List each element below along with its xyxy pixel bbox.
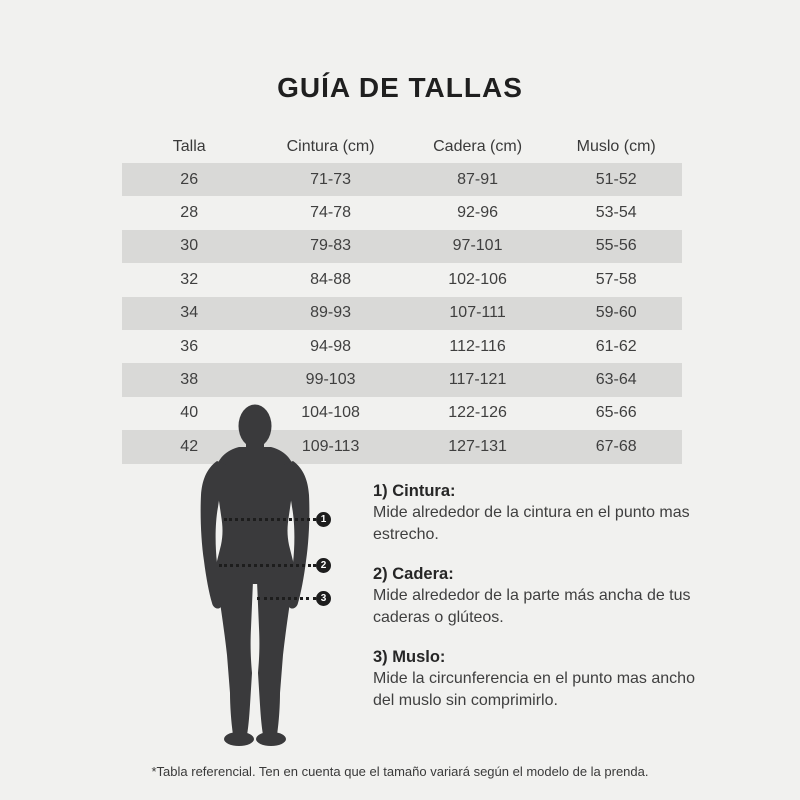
cell-cintura: 104-108 xyxy=(301,404,360,422)
cell-talla: 36 xyxy=(180,337,199,355)
cell-muslo: 59-60 xyxy=(595,304,637,322)
size-table: Talla Cintura (cm) Cadera (cm) Muslo (cm… xyxy=(122,130,682,464)
cell-cintura: 74-78 xyxy=(310,204,352,222)
instruction-heading: 1) Cintura: xyxy=(373,482,456,500)
table-header-row: Talla Cintura (cm) Cadera (cm) Muslo (cm… xyxy=(122,130,682,163)
table-row: 42 109-113 127-131 67-68 xyxy=(122,430,682,464)
table-row: 32 84-88 102-106 57-58 xyxy=(122,263,682,296)
instruction-cintura: 1) Cintura: Mide alrededor de la cintura… xyxy=(373,480,707,546)
silhouette-right-leg xyxy=(257,581,293,735)
table-row: 30 79-83 97-101 55-56 xyxy=(122,229,682,264)
cell-cadera: 112-116 xyxy=(449,337,506,355)
cell-muslo: 65-66 xyxy=(595,404,637,422)
cell-cadera: 122-126 xyxy=(448,404,507,422)
table-row: 36 94-98 112-116 61-62 xyxy=(122,330,682,363)
cell-cadera: 127-131 xyxy=(448,437,507,455)
cell-talla: 42 xyxy=(180,437,199,455)
footnote: *Tabla referencial. Ten en cuenta que el… xyxy=(151,764,649,779)
cell-muslo: 51-52 xyxy=(595,170,637,188)
cell-talla: 40 xyxy=(180,404,199,422)
cell-cintura: 99-103 xyxy=(305,371,356,389)
col-header-muslo: Muslo (cm) xyxy=(576,137,656,155)
cell-talla: 32 xyxy=(180,270,199,288)
cell-cadera: 117-121 xyxy=(448,371,507,389)
cell-muslo: 57-58 xyxy=(595,270,637,288)
cell-cadera: 87-91 xyxy=(457,170,499,188)
instruction-body: Mide la circunferencia en el punto mas a… xyxy=(373,670,695,709)
silhouette-right-arm xyxy=(283,461,310,609)
cell-muslo: 67-68 xyxy=(595,437,637,455)
cell-cadera: 97-101 xyxy=(452,237,503,255)
col-header-talla: Talla xyxy=(172,137,206,155)
instruction-cadera: 2) Cadera: Mide alrededor de la parte má… xyxy=(373,563,707,629)
thigh-marker-badge: 3 xyxy=(316,591,331,606)
silhouette-head xyxy=(238,404,272,448)
cell-muslo: 53-54 xyxy=(595,204,637,222)
cell-muslo: 63-64 xyxy=(595,371,637,389)
silhouette-left-arm xyxy=(200,461,227,609)
cell-cintura: 89-93 xyxy=(310,304,352,322)
table-row: 26 71-73 87-91 51-52 xyxy=(122,163,682,197)
cell-talla: 30 xyxy=(180,237,199,255)
instruction-body: Mide alrededor de la cintura en el punto… xyxy=(373,504,690,543)
cell-cintura: 109-113 xyxy=(301,437,360,455)
cell-talla: 38 xyxy=(180,371,199,389)
instruction-heading: 3) Muslo: xyxy=(373,648,446,666)
col-header-cadera: Cadera (cm) xyxy=(433,137,523,155)
silhouette-left-leg xyxy=(217,581,253,735)
instruction-body: Mide alrededor de la parte más ancha de … xyxy=(373,587,691,626)
thigh-measure-line xyxy=(257,597,316,600)
hip-marker-badge: 2 xyxy=(316,558,331,573)
table-row: 34 89-93 107-111 59-60 xyxy=(122,296,682,330)
waist-measure-line xyxy=(224,518,316,521)
cell-cadera: 102-106 xyxy=(448,270,507,288)
silhouette-left-foot xyxy=(224,732,254,746)
instruction-heading: 2) Cadera: xyxy=(373,565,454,583)
page-title: GUÍA DE TALLAS xyxy=(277,72,523,103)
cell-muslo: 61-62 xyxy=(595,337,637,355)
silhouette-torso xyxy=(214,447,296,584)
cell-muslo: 55-56 xyxy=(595,237,637,255)
instruction-muslo: 3) Muslo: Mide la circunferencia en el p… xyxy=(373,646,707,712)
cell-cintura: 71-73 xyxy=(310,170,352,188)
cell-talla: 26 xyxy=(180,170,199,188)
table-row: 28 74-78 92-96 53-54 xyxy=(122,196,682,229)
table-row: 40 104-108 122-126 65-66 xyxy=(122,397,682,430)
cell-cintura: 79-83 xyxy=(310,237,352,255)
cell-cintura: 94-98 xyxy=(310,337,352,355)
silhouette-right-foot xyxy=(256,732,286,746)
cell-talla: 28 xyxy=(180,204,199,222)
waist-marker-badge: 1 xyxy=(316,512,331,527)
cell-cadera: 92-96 xyxy=(457,204,499,222)
cell-cadera: 107-111 xyxy=(449,304,506,322)
table-row: 38 99-103 117-121 63-64 xyxy=(122,363,682,397)
male-body-silhouette xyxy=(200,404,310,746)
hip-measure-line xyxy=(219,564,316,567)
measurement-instructions: 1) Cintura: Mide alrededor de la cintura… xyxy=(373,480,707,729)
cell-cintura: 84-88 xyxy=(310,270,352,288)
cell-talla: 34 xyxy=(180,304,199,322)
col-header-cintura: Cintura (cm) xyxy=(286,137,375,155)
